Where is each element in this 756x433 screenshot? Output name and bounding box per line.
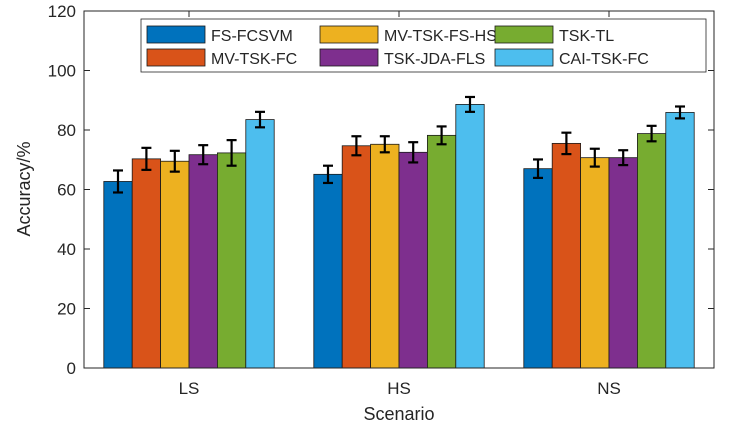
error-bar bbox=[533, 158, 543, 179]
legend-label: MV-TSK-FS-HSIC bbox=[384, 28, 513, 45]
y-axis: 0 20 40 60 80 100 120 bbox=[48, 2, 714, 378]
error-bar bbox=[198, 144, 209, 166]
bar-mv-tsk-fs-hsic-hs bbox=[370, 143, 400, 369]
bar-cai-tsk-fc-ns bbox=[665, 112, 695, 369]
legend-box bbox=[140, 18, 707, 73]
error-bar bbox=[561, 131, 572, 156]
bar-fs-fcsvm-ns bbox=[523, 168, 553, 369]
legend: FS-FCSVM MV-TSK-FC MV-TSK-FS-HSIC TSK-JDA-F… bbox=[140, 18, 707, 73]
legend-swatch bbox=[494, 48, 554, 67]
bar-tsk-jda-fls-ls bbox=[188, 154, 218, 369]
error-bar bbox=[113, 169, 123, 194]
error-bar bbox=[618, 149, 629, 167]
y-tick-label: 20 bbox=[57, 300, 76, 319]
legend-swatch bbox=[319, 25, 379, 44]
bar-fs-fcsvm-ls bbox=[103, 181, 133, 369]
bar-mv-tsk-fc-ns bbox=[551, 142, 582, 369]
bar-tsk-tl-ns bbox=[637, 133, 667, 369]
bar-cai-tsk-fc-hs bbox=[455, 104, 485, 369]
x-axis-label: Scenario bbox=[363, 404, 434, 424]
error-bar bbox=[255, 110, 265, 129]
bar-mv-tsk-fs-hsic-ns bbox=[580, 157, 610, 369]
bar-fs-fcsvm-hs bbox=[313, 173, 343, 369]
y-tick-label: 60 bbox=[57, 181, 76, 200]
bar-mv-tsk-fc-ls bbox=[131, 158, 161, 369]
error-bar bbox=[436, 125, 447, 146]
y-tick-label: 40 bbox=[57, 240, 76, 259]
legend-label: TSK-JDA-FLS bbox=[384, 51, 485, 68]
legend-swatch bbox=[146, 48, 206, 67]
error-bar bbox=[141, 146, 152, 171]
error-bar bbox=[589, 147, 600, 168]
y-tick-label: 100 bbox=[48, 62, 76, 81]
error-bar bbox=[379, 135, 390, 154]
legend-swatch bbox=[146, 25, 206, 44]
x-tick-label: HS bbox=[387, 379, 411, 398]
error-bar bbox=[646, 124, 657, 143]
bar-tsk-jda-fls-hs bbox=[398, 151, 428, 369]
legend-swatch bbox=[494, 25, 554, 44]
y-tick-label: 120 bbox=[48, 2, 76, 21]
error-bar bbox=[226, 139, 237, 167]
bar-mv-tsk-fs-hsic-ls bbox=[160, 160, 190, 369]
legend-label: CAI-TSK-FC bbox=[559, 51, 649, 68]
x-tick-label: NS bbox=[597, 379, 621, 398]
bar-tsk-tl-hs bbox=[426, 134, 457, 369]
y-tick-label: 0 bbox=[67, 359, 76, 378]
legend-label: TSK-TL bbox=[559, 28, 614, 45]
error-bar bbox=[408, 141, 419, 164]
error-bar bbox=[323, 164, 333, 185]
bar-mv-tsk-fc-hs bbox=[341, 145, 372, 369]
error-bar bbox=[169, 149, 180, 173]
bar-tsk-tl-ls bbox=[216, 152, 247, 369]
x-axis: LS HS NS bbox=[179, 11, 621, 398]
legend-label: FS-FCSVM bbox=[211, 28, 293, 45]
x-tick-label: LS bbox=[179, 379, 200, 398]
bars-layer bbox=[103, 95, 695, 369]
error-bar bbox=[465, 95, 475, 113]
y-tick-label: 80 bbox=[57, 121, 76, 140]
legend-swatch bbox=[319, 48, 379, 67]
error-bar bbox=[351, 135, 362, 157]
legend-label: MV-TSK-FC bbox=[211, 51, 297, 68]
error-bar bbox=[675, 105, 685, 120]
bar-tsk-jda-fls-ns bbox=[608, 157, 638, 369]
bar-cai-tsk-fc-ls bbox=[245, 119, 275, 369]
y-axis-label: Accuracy/% bbox=[14, 141, 34, 236]
